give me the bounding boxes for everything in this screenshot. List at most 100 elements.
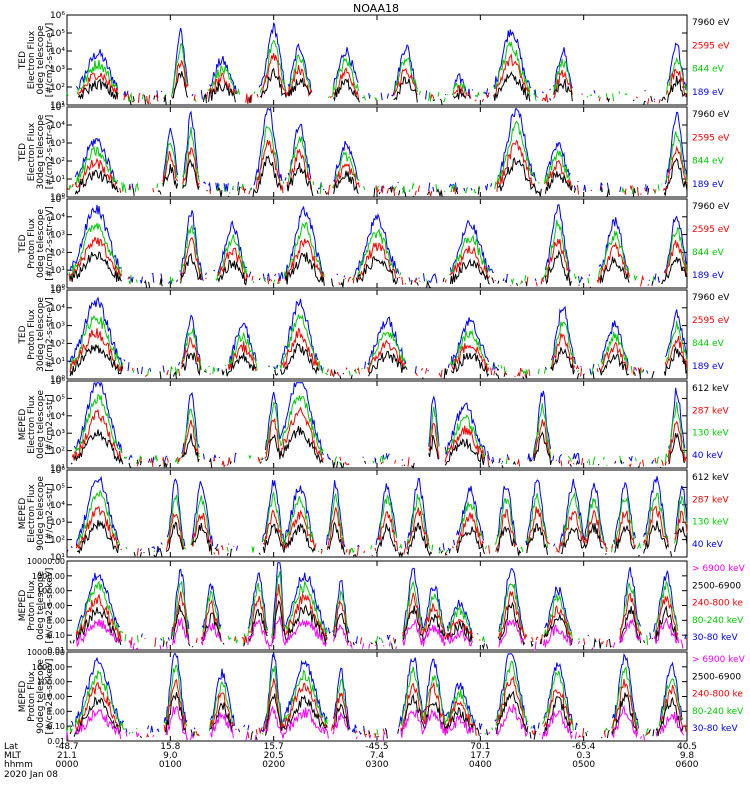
y-tick-label: 10⁵ (50, 286, 65, 296)
footer-lat: 15.7 (264, 742, 284, 752)
panel-frame (66, 560, 688, 651)
y-tick-label: 10² (50, 339, 65, 349)
panel-7: 0.01 0.10 1.00 10.00 100.00 1000.00 10000.00 ME… (18, 557, 746, 655)
footer-hhmm: 0200 (262, 760, 285, 770)
legend-entry: 7960 eV (692, 18, 730, 28)
series-trace (71, 654, 687, 734)
y-tick-label: 10¹ (50, 553, 65, 563)
footer-lat: 70.1 (470, 742, 490, 752)
legend-entry: 189 eV (692, 180, 725, 190)
y-tick-label: 10⁵ (50, 103, 65, 113)
legend-entry: 2500-6900 (692, 581, 741, 591)
legend-entry: 130 keV (692, 518, 729, 528)
legend-entry: 240-800 ke (692, 690, 743, 700)
legend-entry: 2595 eV (692, 225, 730, 235)
legend-entry: 189 eV (692, 88, 725, 98)
footer-mlt: 7.4 (370, 751, 385, 761)
y-tick-label: 0.10 (47, 722, 65, 731)
y-tick-label: 10⁰ (50, 375, 65, 385)
footer-lat: -65.4 (572, 742, 596, 752)
series-trace (75, 562, 687, 645)
legend-entry: 7960 eV (692, 293, 730, 303)
y-tick-label: 10³ (50, 322, 65, 332)
series-trace (69, 249, 688, 289)
figure-title: NOAA18 (353, 2, 399, 15)
y-tick-label: 100.00 (37, 587, 65, 596)
y-tick-label: 10³ (50, 139, 65, 149)
legend-entry: 2595 eV (692, 133, 730, 143)
panel-frame (66, 198, 688, 289)
y-tick-label: 10⁴ (50, 121, 65, 131)
y-tick-label: 0.01 (47, 737, 65, 746)
panel-5: 10¹ 10² 10³ 10⁴ 10⁵ 10⁶ MEPEDElectron Flux0deg… (18, 377, 729, 474)
series-trace (68, 296, 688, 375)
legend-entry: 2595 eV (692, 41, 730, 51)
footer-hhmm: 0100 (159, 760, 182, 770)
legend-entry: 287 keV (692, 495, 729, 505)
y-tick-label: 10² (50, 157, 65, 167)
y-axis-label: TEDProton Flux0deg telescope[#/cm2-s-str… (18, 206, 55, 281)
footer-lat: -48.7 (55, 742, 78, 752)
y-tick-label: 10¹ (50, 175, 65, 185)
series-trace (77, 67, 688, 106)
series-trace (76, 616, 687, 650)
legend-entry: > 6900 keV (692, 564, 746, 574)
panels: 10¹ 10² 10³ 10⁴ 10⁵ 10⁶ TEDElectron Flux0deg t… (18, 11, 746, 746)
series-trace (74, 154, 688, 198)
legend-entry: 844 eV (692, 248, 725, 258)
series-trace (69, 690, 684, 741)
legend-entry: 240-800 ke (692, 599, 743, 609)
series-trace (71, 406, 687, 468)
y-tick-label: 10000.00 (27, 557, 65, 566)
legend-entry: 80-240 keV (692, 616, 744, 626)
series-trace (74, 107, 688, 193)
y-tick-label: 10² (50, 536, 65, 546)
legend-entry: 40 keV (692, 451, 724, 461)
footer-mlt: 21.1 (57, 751, 77, 761)
legend-entry: 844 eV (692, 339, 725, 349)
y-tick-label: 10⁵ (50, 483, 65, 493)
series-trace (70, 475, 688, 553)
footer-mlt: 0.3 (577, 751, 591, 761)
y-tick-label: 10¹ (50, 357, 65, 367)
legend-entry: 2595 eV (692, 316, 730, 326)
footer-hhmm: 0400 (469, 760, 492, 770)
y-axis-label: MEPEDProton Flux90deg telescope[#/cm2-s-… (18, 659, 55, 735)
series-trace (73, 393, 686, 466)
series-trace (67, 704, 686, 741)
series-trace (67, 662, 687, 737)
y-tick-label: 10² (50, 248, 65, 258)
y-tick-label: 10⁶ (50, 11, 65, 21)
series-trace (76, 571, 680, 645)
y-tick-label: 10³ (50, 429, 65, 439)
y-tick-label: 10⁴ (50, 47, 65, 57)
legend-entry: 189 eV (692, 362, 725, 372)
legend-entry: > 6900 keV (692, 655, 746, 665)
panel-8: 0.01 0.10 1.00 10.00 100.00 1000.00 10000.00 ME… (18, 648, 746, 746)
series-trace (77, 489, 688, 554)
y-axis-label: TEDElectron Flux0deg telescope[#/cm2-s-s… (18, 23, 55, 98)
series-trace (66, 203, 688, 284)
footer-mlt: 9.0 (163, 751, 178, 761)
series-trace (66, 519, 688, 559)
y-tick-label: 10⁰ (50, 193, 65, 203)
legend-entry: 7960 eV (692, 202, 730, 212)
series-trace (75, 22, 688, 101)
y-tick-label: 10³ (50, 518, 65, 528)
footer-hhmm: 0000 (56, 760, 79, 770)
series-trace (66, 139, 688, 198)
legend-entry: 189 eV (692, 271, 725, 281)
panel-1: 10¹ 10² 10³ 10⁴ 10⁵ 10⁶ TEDElectron Flux0deg t… (18, 11, 730, 111)
y-tick-label: 1000.00 (32, 572, 65, 581)
y-axis-label: TEDElectron Flux30deg telescope[#/cm2-s-… (18, 114, 55, 189)
legend-entry: 844 eV (692, 65, 725, 75)
y-tick-label: 0.10 (47, 631, 65, 640)
y-tick-label: 1000.00 (32, 663, 65, 672)
series-trace (74, 675, 688, 739)
y-tick-label: 10⁵ (50, 394, 65, 404)
y-tick-label: 10¹ (50, 266, 65, 276)
y-tick-label: 10⁵ (50, 29, 65, 39)
